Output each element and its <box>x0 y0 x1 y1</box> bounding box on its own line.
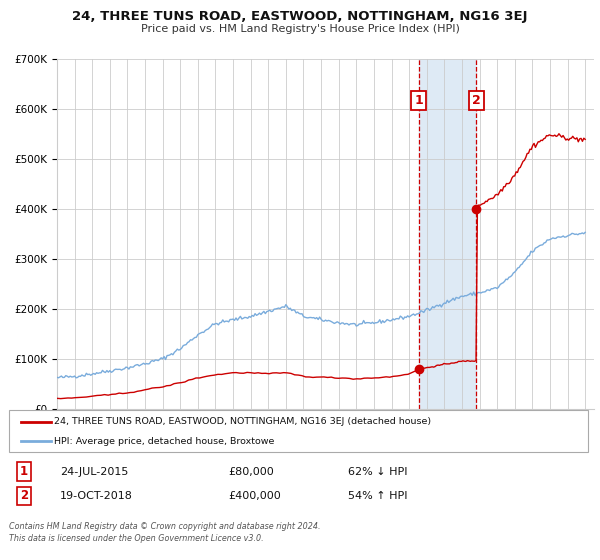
Text: Contains HM Land Registry data © Crown copyright and database right 2024.: Contains HM Land Registry data © Crown c… <box>9 522 320 531</box>
Text: 62% ↓ HPI: 62% ↓ HPI <box>348 466 407 477</box>
Text: £80,000: £80,000 <box>228 466 274 477</box>
Text: 2: 2 <box>472 94 481 108</box>
Text: 54% ↑ HPI: 54% ↑ HPI <box>348 491 407 501</box>
Text: Price paid vs. HM Land Registry's House Price Index (HPI): Price paid vs. HM Land Registry's House … <box>140 24 460 34</box>
Text: 24, THREE TUNS ROAD, EASTWOOD, NOTTINGHAM, NG16 3EJ (detached house): 24, THREE TUNS ROAD, EASTWOOD, NOTTINGHA… <box>54 417 431 426</box>
Text: 24-JUL-2015: 24-JUL-2015 <box>60 466 128 477</box>
Text: HPI: Average price, detached house, Broxtowe: HPI: Average price, detached house, Brox… <box>54 437 274 446</box>
Text: 1: 1 <box>20 465 28 478</box>
Text: This data is licensed under the Open Government Licence v3.0.: This data is licensed under the Open Gov… <box>9 534 263 543</box>
Text: 2: 2 <box>20 489 28 502</box>
Text: 24, THREE TUNS ROAD, EASTWOOD, NOTTINGHAM, NG16 3EJ: 24, THREE TUNS ROAD, EASTWOOD, NOTTINGHA… <box>72 10 528 22</box>
Text: 1: 1 <box>415 94 424 108</box>
Text: 19-OCT-2018: 19-OCT-2018 <box>60 491 133 501</box>
Bar <box>419 59 476 409</box>
Text: £400,000: £400,000 <box>228 491 281 501</box>
